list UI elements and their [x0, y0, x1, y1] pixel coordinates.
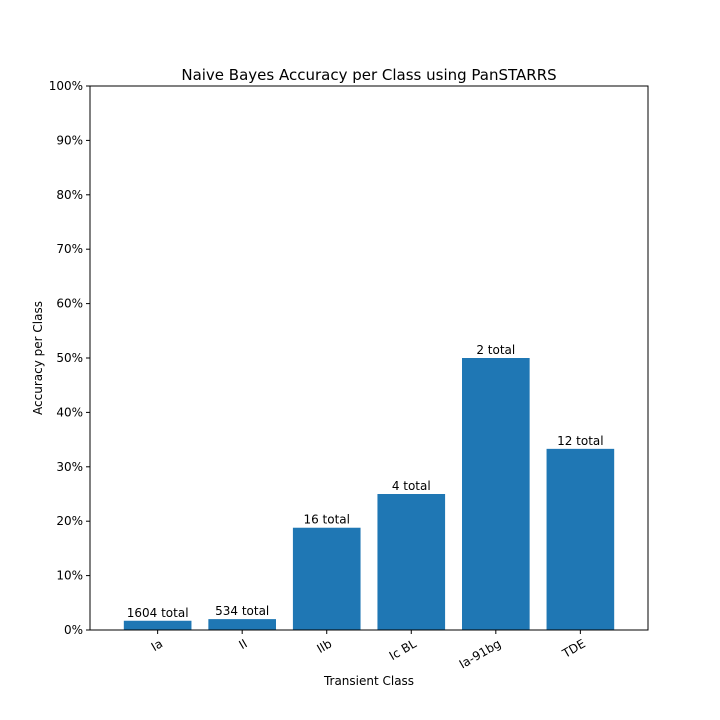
- y-tick-label: 100%: [49, 79, 83, 93]
- y-tick-label: 70%: [56, 242, 83, 256]
- x-axis: Ia II IIb Ic BL Ia-91bg TDE: [149, 630, 588, 671]
- x-tick-label: Ia-91bg: [457, 636, 504, 671]
- x-axis-label: Transient Class: [323, 674, 414, 688]
- bar-data-label: 2 total: [476, 343, 515, 357]
- y-tick-label: 50%: [56, 351, 83, 365]
- x-tick-label: Ia: [149, 636, 165, 654]
- bar-data-label: 12 total: [557, 434, 604, 448]
- y-tick-label: 10%: [56, 569, 83, 583]
- bar-data-label: 4 total: [392, 479, 431, 493]
- data-labels-group: 1604 total 534 total 16 total 4 total 2 tota…: [127, 343, 604, 620]
- chart-title: Naive Bayes Accuracy per Class using Pan…: [181, 66, 556, 84]
- bar-ia: [123, 620, 192, 630]
- bar-ia-91bg: [462, 358, 530, 630]
- x-tick-label: II: [237, 636, 250, 652]
- y-tick-label: 0%: [64, 623, 83, 637]
- x-tick-label: IIb: [314, 636, 334, 655]
- y-tick-label: 90%: [56, 133, 83, 147]
- x-tick-label: TDE: [559, 636, 588, 661]
- bar-ic-bl: [377, 494, 446, 630]
- bar-data-label: 16 total: [303, 513, 350, 527]
- y-tick-label: 30%: [56, 460, 83, 474]
- bar-ii: [208, 619, 276, 630]
- y-tick-label: 40%: [56, 405, 83, 419]
- bar-data-label: 1604 total: [127, 606, 189, 620]
- x-tick-label: Ic BL: [387, 636, 419, 663]
- y-axis-label: Accuracy per Class: [31, 301, 45, 415]
- y-tick-label: 60%: [56, 297, 83, 311]
- bar-iib: [292, 527, 361, 630]
- y-tick-label: 80%: [56, 188, 83, 202]
- bar-tde: [546, 448, 615, 630]
- y-tick-label: 20%: [56, 514, 83, 528]
- bars-group: [123, 358, 615, 630]
- plot-frame: [89, 85, 649, 631]
- bar-data-label: 534 total: [215, 604, 269, 618]
- y-axis: 0% 10% 20% 30% 40% 50% 60% 70% 80% 90% 100%: [49, 79, 90, 637]
